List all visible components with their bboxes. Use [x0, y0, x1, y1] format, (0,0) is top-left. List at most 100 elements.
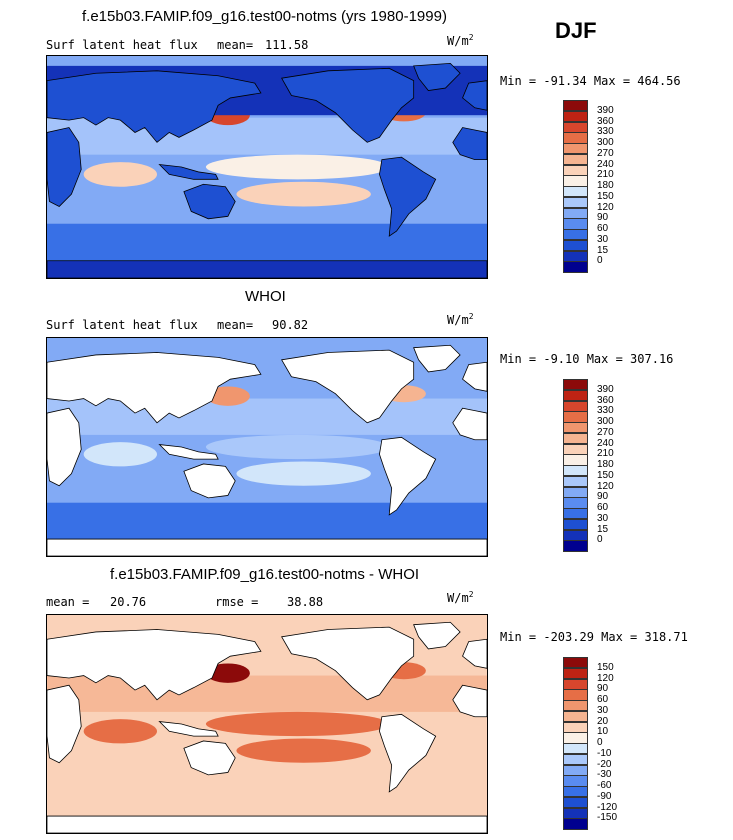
mean-label-obs: mean=: [217, 318, 254, 332]
colorbar-swatch: [563, 239, 588, 251]
field-region-southern-ocean: [47, 779, 487, 817]
colorbar-swatch: [563, 678, 588, 690]
colorbar-tick-label: 120: [597, 672, 614, 684]
colorbar-swatch: [563, 710, 588, 722]
colorbar-swatch: [563, 818, 588, 830]
colorbar-swatch: [563, 508, 588, 520]
colorbar-swatch: [563, 518, 588, 530]
field-region-tropical-indian-ocean: [83, 442, 157, 467]
colorbar-swatch: [563, 540, 588, 552]
field-region-tropical-pacific: [205, 711, 390, 737]
colorbar-swatch: [563, 379, 588, 391]
coastline-antarctica: [47, 539, 487, 556]
mean-label-model: mean=: [217, 38, 254, 52]
colorbar-swatch: [563, 196, 588, 208]
mean-value-diff: 20.76: [110, 595, 147, 609]
coastline-indonesia: [159, 722, 218, 737]
colorbar-obs: 390 360 330 300 270 240 210 180 150 120 90 60 30 15 0: [563, 379, 623, 552]
colorbar-tick-label: -90: [597, 790, 612, 802]
colorbar-tick-label: 240: [597, 158, 614, 170]
coastline-n-america: [282, 627, 414, 700]
colorbar-swatch: [563, 121, 588, 133]
colorbar-tick-label: 90: [597, 683, 609, 695]
colorbar-tick-label: 360: [597, 394, 614, 406]
coastline-australia: [184, 741, 235, 775]
colorbar-tick-label: 60: [597, 502, 609, 513]
coastline-indonesia: [159, 445, 218, 460]
colorbar-swatch: [563, 218, 588, 230]
field-region-kuroshio: [205, 663, 250, 683]
colorbar-tick-label: 270: [597, 426, 614, 438]
colorbar-swatch: [563, 411, 588, 423]
coastline-greenland: [414, 345, 460, 372]
coastline-antarctica: [47, 816, 487, 833]
colorbar-tick-label: 0: [597, 255, 603, 267]
colorbar-tick-label: -120: [597, 801, 618, 813]
colorbar-swatch: [563, 667, 588, 679]
map-diff: [46, 614, 488, 834]
map-obs: [46, 337, 488, 557]
colorbar-swatch: [563, 475, 588, 487]
midlat-band: [47, 675, 487, 712]
colorbar-swatch: [563, 775, 588, 787]
colorbar-swatch: [563, 250, 588, 262]
colorbar-tick-label: 120: [597, 201, 614, 213]
coastline-greenland: [414, 63, 460, 90]
rmse-value-diff: 38.88: [287, 595, 324, 609]
colorbar-tick-label: 330: [597, 126, 614, 138]
coastline-s-america: [379, 714, 435, 792]
colorbar-swatch: [563, 732, 588, 744]
colorbar-tick-label: -60: [597, 780, 612, 791]
colorbar-swatch: [563, 764, 588, 776]
panel-title-obs: WHOI: [245, 288, 286, 305]
map-canvas: [47, 56, 487, 278]
units-label-diff: W/m2: [447, 590, 474, 606]
coastline-eurasia: [47, 630, 487, 700]
colorbar-swatch: [563, 743, 588, 755]
colorbar-swatch: [563, 164, 588, 176]
colorbar-diff: 150 120 90 60 30 20 10 0 -10 -20 -30 -60 -90 -120 -150: [563, 657, 623, 830]
coastline-australia: [184, 184, 235, 219]
colorbar-tick-label: 30: [597, 704, 609, 716]
variable-label-obs: Surf latent heat flux: [46, 318, 198, 332]
colorbar-swatch: [563, 443, 588, 455]
colorbar-tick-label: 0: [597, 534, 603, 546]
colorbar-swatch: [563, 132, 588, 144]
colorbar-swatch: [563, 796, 588, 808]
colorbar-tick-label: 180: [597, 459, 614, 470]
minmax-label-diff: Min = -203.29 Max = 318.71: [500, 630, 688, 644]
colorbar-tick-label: -10: [597, 747, 612, 759]
colorbar-tick-label: 360: [597, 115, 614, 127]
colorbar-swatch: [563, 389, 588, 401]
colorbar-tick-label: 210: [597, 448, 614, 460]
colorbar-swatch: [563, 786, 588, 798]
coastline-s-america: [379, 157, 435, 236]
coastline-s-america: [379, 437, 435, 515]
field-region-kuroshio: [205, 386, 250, 406]
colorbar-swatch: [563, 689, 588, 701]
coastline-africa: [47, 685, 487, 763]
colorbar-tick-label: 240: [597, 437, 614, 449]
colorbar-tick-label: 390: [597, 104, 614, 116]
colorbar-tick-label: -20: [597, 758, 612, 770]
colorbar-tick-label: 60: [597, 694, 609, 705]
field-region-tropical-pacific: [205, 434, 390, 460]
units-label-obs: W/m2: [447, 312, 474, 328]
colorbar-tick-label: 15: [597, 244, 609, 256]
colorbar-swatch: [563, 143, 588, 155]
rmse-label-diff: rmse =: [215, 595, 259, 609]
mean-value-model: 111.58: [265, 38, 309, 52]
colorbar-tick-label: 15: [597, 523, 609, 535]
field-region-tropical-indian-ocean: [83, 162, 157, 187]
colorbar-swatch: [563, 700, 588, 712]
coastline-africa: [47, 128, 487, 207]
coastline-n-america: [282, 68, 414, 142]
colorbar-swatch: [563, 153, 588, 165]
midlat-band: [47, 117, 487, 155]
colorbar-tick-label: -150: [597, 812, 618, 824]
map-model: [46, 55, 488, 279]
colorbar-tick-label: 180: [597, 180, 614, 191]
coastline-africa: [47, 408, 487, 486]
colorbar-swatch: [563, 465, 588, 477]
colorbar-swatch: [563, 400, 588, 412]
